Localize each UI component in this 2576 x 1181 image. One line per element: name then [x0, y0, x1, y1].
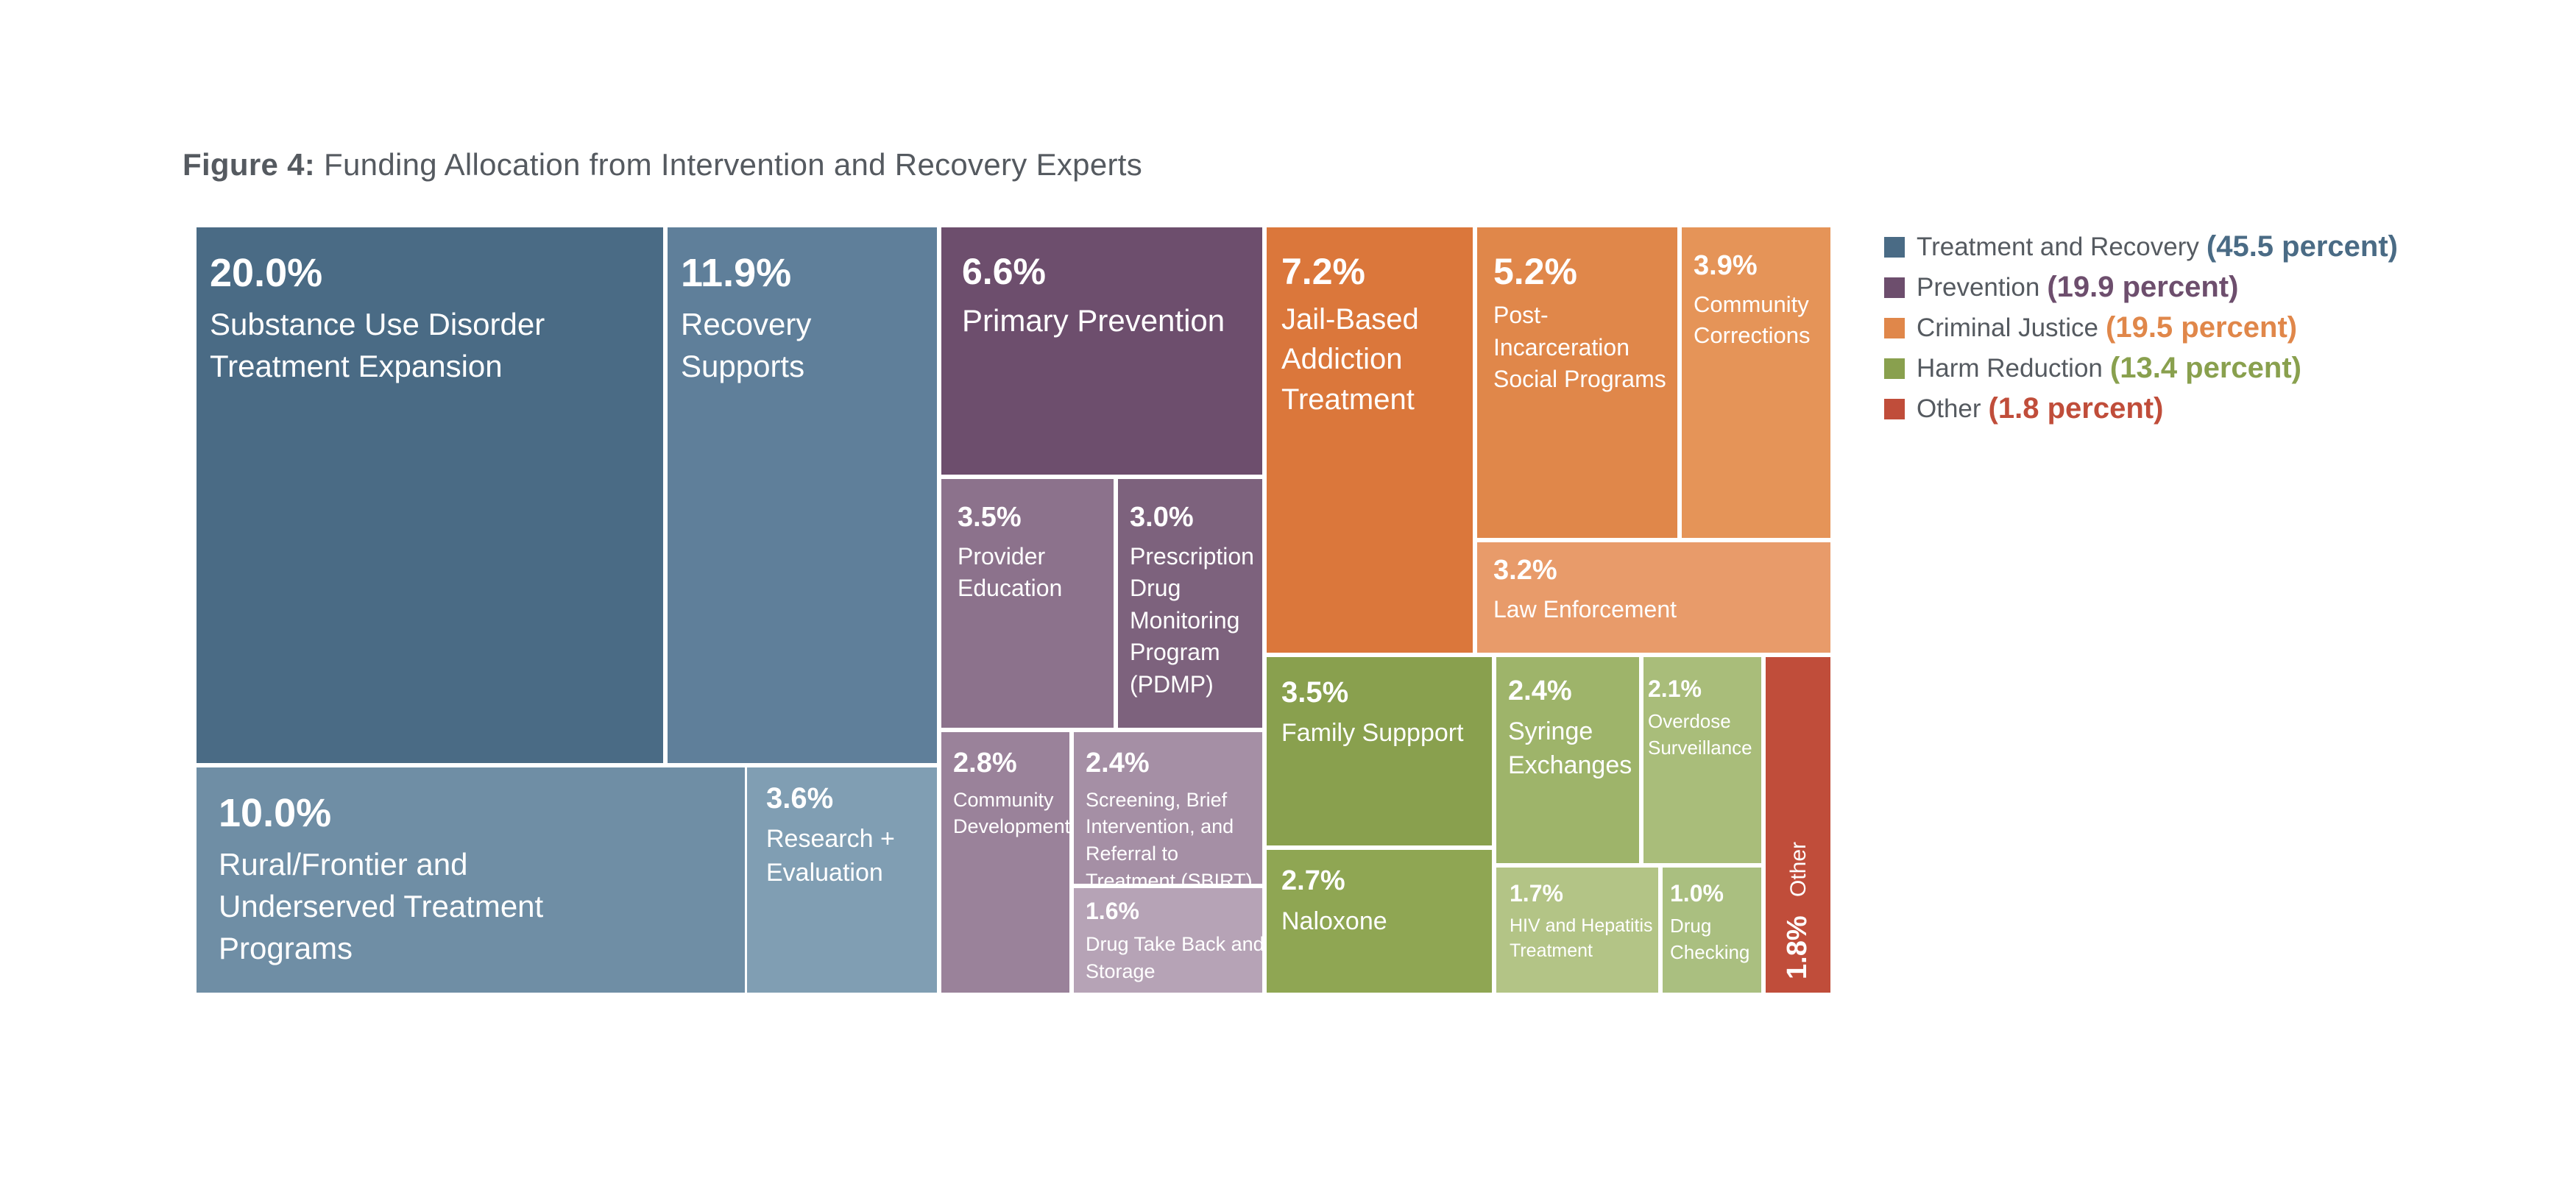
legend-label: Harm Reduction: [1917, 353, 2103, 383]
treemap-cell-label: Other: [1786, 841, 1811, 897]
legend-label: Prevention: [1917, 272, 2040, 302]
treemap-cell-label: Community Corrections: [1694, 291, 1811, 348]
treemap-cell-percent: 1.0%: [1670, 880, 1724, 907]
treemap-cell-prescription-drug-monitoring-program-pdmp: 3.0% Prescription Drug Monitoring Program…: [1116, 477, 1264, 730]
treemap-cell-label: Syringe Exchanges: [1508, 717, 1632, 779]
treemap-cell-percent: 20.0%: [210, 251, 323, 295]
treemap-cell-percent: 2.4%: [1086, 748, 1150, 779]
treemap-cell-percent: 3.9%: [1694, 250, 1758, 281]
treemap-cell-percent: 3.5%: [958, 502, 1022, 533]
treemap-cell-label: Family Suppport: [1281, 719, 1464, 747]
legend: Treatment and Recovery (45.5 percent) Pr…: [1884, 227, 2398, 429]
legend-swatch: [1884, 398, 1905, 419]
legend-value: (13.4 percent): [2109, 352, 2301, 384]
treemap-cell-hiv-and-hepatitis-treatment: 1.7% HIV and Hepatitis Treatment: [1494, 865, 1660, 995]
treemap-cell-percent: 10.0%: [219, 791, 332, 835]
treemap-cell-percent: 2.7%: [1281, 865, 1345, 896]
treemap-cell-overdose-surveillance: 2.1% Overdose Surveillance: [1641, 655, 1763, 865]
legend-swatch: [1884, 317, 1905, 338]
treemap-cell-drug-take-back-and-storage: 1.6% Drug Take Back and Storage: [1072, 886, 1264, 995]
legend-value: (45.5 percent): [2206, 230, 2398, 263]
treemap-cell-syringe-exchanges: 2.4% Syringe Exchanges: [1494, 655, 1641, 865]
treemap-cell-label: Overdose Surveillance: [1648, 710, 1752, 759]
treemap-cell-substance-use-disorder-treatment-expansion: 20.0% Substance Use Disorder Treatment Ex…: [194, 225, 665, 765]
legend-swatch: [1884, 277, 1905, 298]
treemap-cell-label: Prescription Drug Monitoring Program (PD…: [1130, 542, 1254, 698]
treemap-cell-percent: 1.8%: [1782, 915, 1813, 979]
treemap-cell-label: Community Development: [953, 788, 1071, 838]
chart-title-text: Funding Allocation from Intervention and…: [324, 147, 1143, 182]
treemap-cell-label: Law Enforcement: [1493, 595, 1677, 623]
treemap-cell-label: Post-Incarceration Social Programs: [1493, 302, 1666, 393]
treemap-cell-percent: 3.0%: [1130, 502, 1194, 533]
treemap-cell-family-suppport: 3.5% Family Suppport: [1264, 655, 1494, 848]
treemap-cell-community-development: 2.8% Community Development: [939, 730, 1072, 995]
treemap-cell-label: Jail-Based Addiction Treatment: [1281, 303, 1419, 416]
treemap-cell-law-enforcement: 3.2% Law Enforcement: [1475, 540, 1833, 655]
treemap-cell-other: Other 1.8%: [1763, 655, 1833, 995]
treemap-cell-screening-brief-intervention-and-referral-to-treatment-sbirt: 2.4% Screening, Brief Intervention, and R…: [1072, 730, 1264, 886]
treemap-cell-primary-prevention: 6.6% Primary Prevention: [939, 225, 1264, 477]
treemap-cell-label: Drug Checking: [1670, 915, 1750, 963]
treemap-cell-percent: 7.2%: [1281, 251, 1365, 292]
chart-title: Figure 4: Funding Allocation from Interv…: [183, 147, 1142, 182]
treemap-cell-label: Rural/Frontier and Underserved Treatment…: [219, 846, 544, 966]
treemap-cell-percent: 1.7%: [1510, 880, 1563, 907]
treemap-cell-provider-education: 3.5% Provider Education: [939, 477, 1116, 730]
treemap-cell-label: HIV and Hepatitis Treatment: [1510, 915, 1653, 962]
legend-value: (1.8 percent): [1988, 392, 2164, 425]
legend-label: Other: [1917, 394, 1981, 423]
legend-swatch: [1884, 236, 1905, 258]
legend-item-harm-reduction: Harm Reduction (13.4 percent): [1884, 348, 2398, 389]
chart-title-lead: Figure 4:: [183, 147, 316, 182]
treemap-cell-label: Research + Evaluation: [766, 825, 895, 887]
treemap-cell-naloxone: 2.7% Naloxone: [1264, 848, 1494, 995]
treemap-cell-label: Screening, Brief Intervention, and Refer…: [1086, 788, 1253, 886]
treemap-cell-label: Provider Education: [958, 542, 1063, 602]
treemap-cell-percent: 1.6%: [1086, 898, 1139, 924]
legend-value: (19.5 percent): [2106, 311, 2298, 344]
treemap-cell-community-corrections: 3.9% Community Corrections: [1680, 225, 1833, 540]
treemap-cell-percent: 2.8%: [953, 748, 1017, 779]
treemap-cell-percent: 2.1%: [1648, 675, 1702, 702]
treemap-cell-recovery-supports: 11.9% Recovery Supports: [665, 225, 939, 765]
treemap-cell-research-evaluation: 3.6% Research + Evaluation: [745, 765, 939, 995]
legend-value: (19.9 percent): [2047, 271, 2239, 303]
legend-label: Treatment and Recovery: [1917, 232, 2199, 261]
legend-item-prevention: Prevention (19.9 percent): [1884, 267, 2398, 308]
treemap-cell-post-incarceration-social-programs: 5.2% Post-Incarceration Social Programs: [1475, 225, 1680, 540]
treemap-cell-percent: 11.9%: [681, 251, 792, 295]
legend-label: Criminal Justice: [1917, 313, 2098, 342]
treemap-cell-percent: 3.5%: [1281, 676, 1349, 709]
treemap-cell-percent: 3.6%: [766, 782, 834, 815]
treemap-cell-label: Recovery Supports: [681, 306, 812, 383]
treemap-cell-jail-based-addiction-treatment: 7.2% Jail-Based Addiction Treatment: [1264, 225, 1475, 655]
legend-swatch: [1884, 358, 1905, 379]
treemap-cell-percent: 5.2%: [1493, 251, 1577, 292]
legend-item-other: Other (1.8 percent): [1884, 389, 2398, 429]
treemap-cell-percent: 6.6%: [962, 251, 1046, 292]
treemap-cell-percent: 3.2%: [1493, 555, 1557, 586]
legend-item-criminal-justice: Criminal Justice (19.5 percent): [1884, 308, 2398, 348]
treemap-cell-label: Drug Take Back and Storage: [1086, 933, 1264, 983]
legend-item-treatment: Treatment and Recovery (45.5 percent): [1884, 227, 2398, 267]
treemap-cell-label: Primary Prevention: [962, 303, 1225, 338]
treemap-cell-percent: 2.4%: [1508, 675, 1572, 706]
treemap-cell-drug-checking: 1.0% Drug Checking: [1660, 865, 1763, 995]
treemap-cell-label: Naloxone: [1281, 907, 1387, 935]
treemap-cell-label: Substance Use Disorder Treatment Expansi…: [210, 306, 545, 383]
